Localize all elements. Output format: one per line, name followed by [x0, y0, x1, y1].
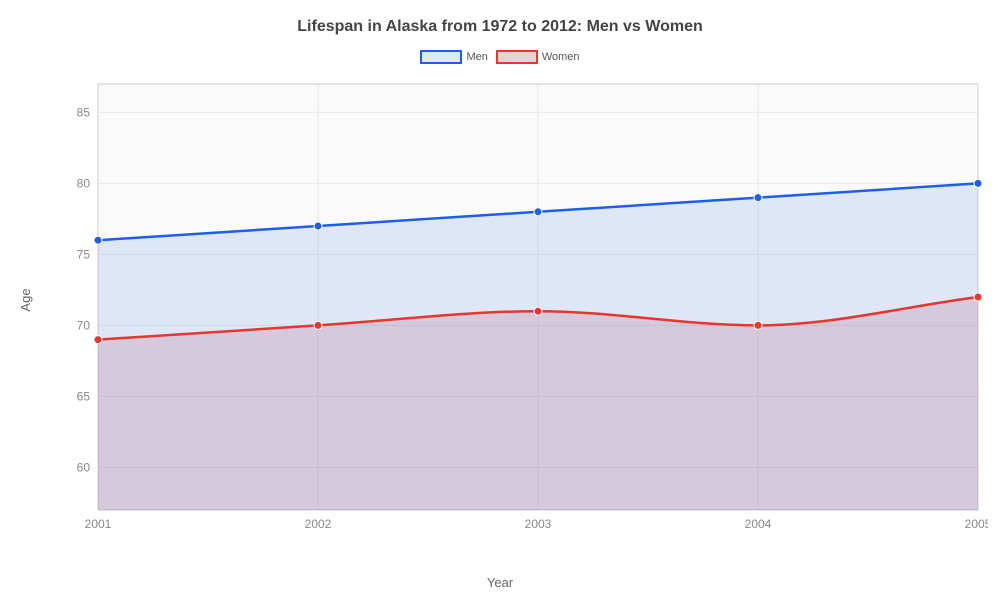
marker-women	[94, 336, 102, 344]
y-tick-label: 85	[77, 105, 91, 119]
x-tick-label: 2002	[305, 517, 332, 531]
legend-swatch-women	[496, 50, 538, 64]
y-axis-label: Age	[18, 288, 33, 311]
x-axis-label: Year	[487, 575, 513, 590]
x-tick-label: 2003	[525, 517, 552, 531]
y-tick-label: 65	[77, 389, 91, 403]
marker-men	[974, 179, 982, 187]
marker-men	[754, 194, 762, 202]
legend: Men Women	[0, 50, 1000, 64]
marker-women	[754, 321, 762, 329]
marker-women	[534, 307, 542, 315]
x-tick-label: 2001	[85, 517, 112, 531]
plot-svg: 60 65 70 75 80 85 2001 2002 2003 2004 2005	[58, 78, 988, 540]
x-tick-label: 2005	[965, 517, 988, 531]
chart-title: Lifespan in Alaska from 1972 to 2012: Me…	[0, 0, 1000, 36]
y-tick-label: 60	[77, 460, 91, 474]
legend-label-men: Men	[466, 51, 487, 63]
marker-men	[534, 208, 542, 216]
marker-men	[314, 222, 322, 230]
legend-swatch-men	[420, 50, 462, 64]
y-tick-label: 80	[77, 176, 91, 190]
plot-area: 60 65 70 75 80 85 2001 2002 2003 2004 2005	[58, 78, 988, 540]
marker-women	[314, 321, 322, 329]
x-tick-label: 2004	[745, 517, 772, 531]
marker-men	[94, 236, 102, 244]
y-tick-label: 75	[77, 247, 91, 261]
marker-women	[974, 293, 982, 301]
y-tick-label: 70	[77, 318, 91, 332]
legend-item-women: Women	[496, 50, 580, 64]
legend-label-women: Women	[542, 51, 580, 63]
legend-item-men: Men	[420, 50, 487, 64]
chart-container: Lifespan in Alaska from 1972 to 2012: Me…	[0, 0, 1000, 600]
